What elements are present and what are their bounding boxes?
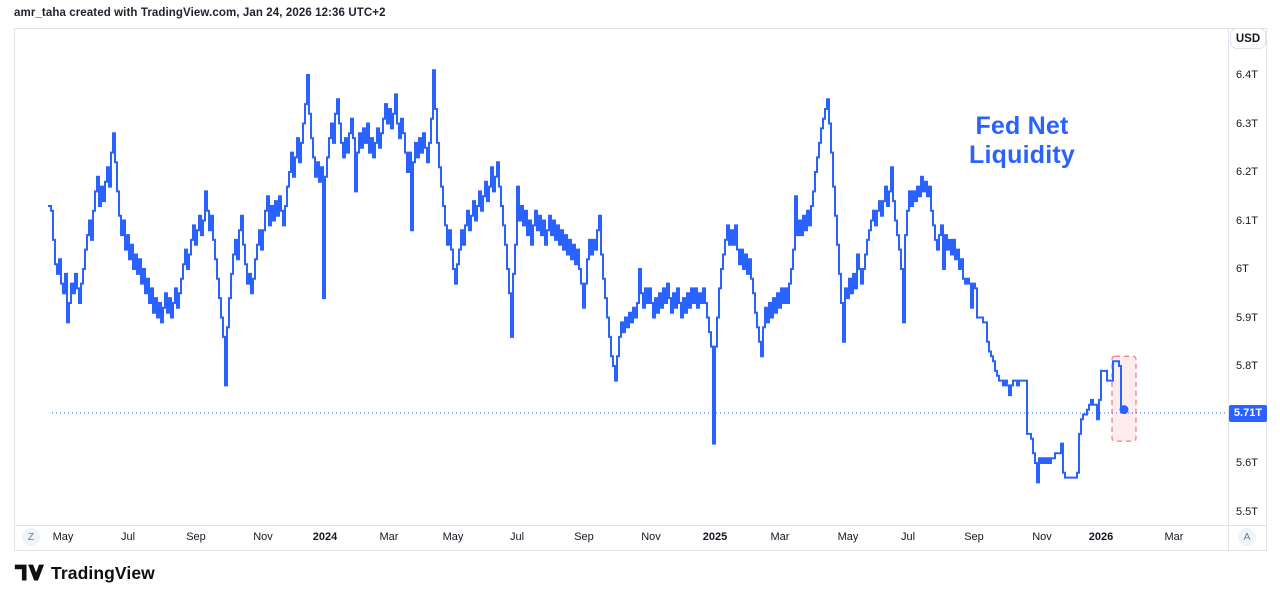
- chart-line: [48, 69, 1124, 484]
- price-tick-label: 6.3T: [1236, 117, 1259, 130]
- attribution-text: amr_taha created with TradingView.com, J…: [14, 7, 386, 19]
- time-tick-label: 2025: [702, 531, 728, 543]
- time-tick-label: Jul: [900, 531, 916, 543]
- price-tick-label: 6.2T: [1236, 166, 1259, 178]
- last-price-label: 5.71T: [1229, 404, 1267, 422]
- time-tick-label: Sep: [574, 531, 594, 543]
- time-tick-label: Nov: [253, 531, 273, 543]
- price-tick-label: 6.4T: [1236, 69, 1259, 81]
- time-tick-label: Sep: [186, 531, 206, 543]
- time-tick-label: 2024: [312, 531, 338, 543]
- time-tick-label: Mar: [379, 531, 399, 543]
- pane-border-right: [1266, 28, 1267, 551]
- time-tick-label: Mar: [770, 531, 790, 543]
- tradingview-logo[interactable]: TradingView: [14, 562, 155, 584]
- price-tick-label: 5.6T: [1236, 457, 1259, 469]
- tradingview-logo-text: TradingView: [51, 562, 155, 583]
- time-tick-label: Nov: [641, 531, 661, 543]
- timezone-button[interactable]: Z: [22, 528, 40, 546]
- time-tick-label: May: [837, 531, 859, 543]
- time-tick-label: Jul: [509, 531, 525, 543]
- price-tick-label: 6T: [1236, 263, 1249, 275]
- price-tick-label: 5.8T: [1236, 360, 1259, 372]
- last-value-dot: [1119, 405, 1129, 415]
- chart-title: Fed Net Liquidity: [969, 112, 1075, 169]
- time-axis-separator: [14, 525, 1267, 526]
- time-tick-label: May: [52, 531, 74, 543]
- pane-border-bottom: [14, 550, 1267, 551]
- auto-scale-button[interactable]: A: [1238, 528, 1256, 546]
- time-tick-label: May: [442, 531, 464, 543]
- pane-border-top: [14, 28, 1267, 29]
- time-tick-label: Nov: [1032, 531, 1052, 543]
- price-tick-label: 6.1T: [1236, 214, 1259, 227]
- highlight-box[interactable]: [1111, 355, 1137, 442]
- price-tick-label: 5.5T: [1236, 505, 1259, 518]
- time-tick-label: 2026: [1088, 531, 1114, 543]
- price-tick-label: 5.9T: [1236, 311, 1259, 324]
- currency-button[interactable]: USD: [1230, 28, 1266, 49]
- price-axis-separator: [1228, 28, 1229, 551]
- pane-border-left: [14, 28, 15, 551]
- tradingview-logo-icon: [14, 564, 44, 581]
- time-tick-label: Sep: [964, 531, 984, 543]
- time-tick-label: Mar: [1164, 531, 1184, 543]
- time-tick-label: Jul: [120, 531, 136, 543]
